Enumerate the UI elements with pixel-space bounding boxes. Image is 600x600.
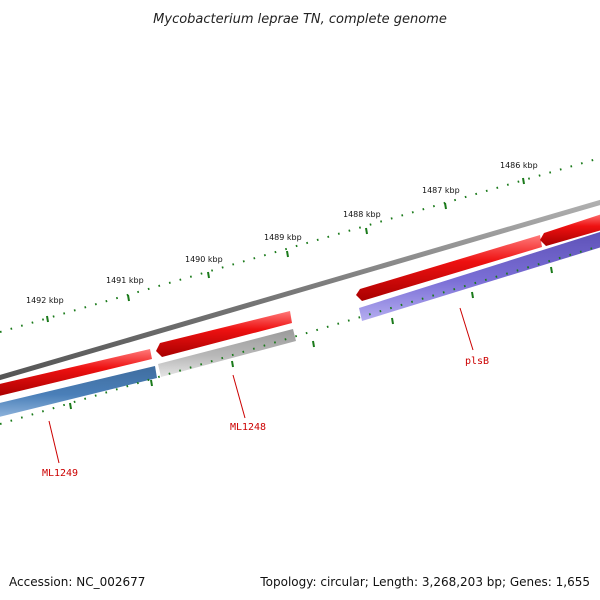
forward-gene — [540, 214, 600, 246]
major-tick — [46, 315, 49, 323]
map-title: Mycobacterium leprae TN, complete genome — [153, 12, 447, 27]
gene-plsb — [359, 232, 600, 321]
major-tick — [471, 291, 474, 299]
major-tick — [286, 250, 289, 258]
major-tick — [550, 266, 553, 274]
scale-label: 1490 kbp — [185, 255, 223, 264]
leader-line — [48, 420, 60, 464]
scale-label: 1492 kbp — [26, 296, 64, 305]
outer-major-ticks — [46, 177, 525, 323]
forward-gene — [0, 349, 152, 396]
scale-label: 1488 kbp — [343, 210, 381, 219]
gene-label-plsb: plsB — [465, 356, 489, 367]
forward-strand-genes — [0, 214, 600, 396]
gene-label-ml1249: ML1249 — [42, 468, 78, 479]
major-tick — [312, 340, 315, 348]
gene-label-ml1248: ML1248 — [230, 422, 266, 433]
major-tick — [127, 294, 130, 302]
gene-ml1248 — [158, 329, 296, 377]
summary-text: Topology: circular; Length: 3,268,203 bp… — [259, 575, 590, 589]
scale-label: 1487 kbp — [422, 186, 460, 195]
major-tick — [391, 317, 394, 325]
forward-gene — [356, 235, 542, 301]
gene-label-leaders — [48, 307, 474, 464]
major-tick — [365, 227, 368, 235]
leader-line — [459, 307, 474, 351]
inner-major-ticks — [69, 266, 553, 410]
reverse-strand-genes — [0, 232, 600, 417]
scale-label: 1491 kbp — [106, 276, 144, 285]
major-tick — [150, 379, 153, 387]
scale-label: 1486 kbp — [500, 161, 538, 170]
major-tick — [444, 202, 447, 210]
leader-line — [232, 374, 246, 419]
scale-label: 1489 kbp — [264, 233, 302, 242]
major-tick — [69, 402, 72, 410]
major-tick — [522, 177, 525, 185]
major-tick — [231, 360, 234, 368]
genome-backbone — [0, 199, 600, 381]
major-tick — [207, 271, 210, 279]
accession-text: Accession: NC_002677 — [9, 575, 145, 589]
forward-gene — [156, 311, 292, 357]
gene-ml1249 — [0, 366, 157, 417]
